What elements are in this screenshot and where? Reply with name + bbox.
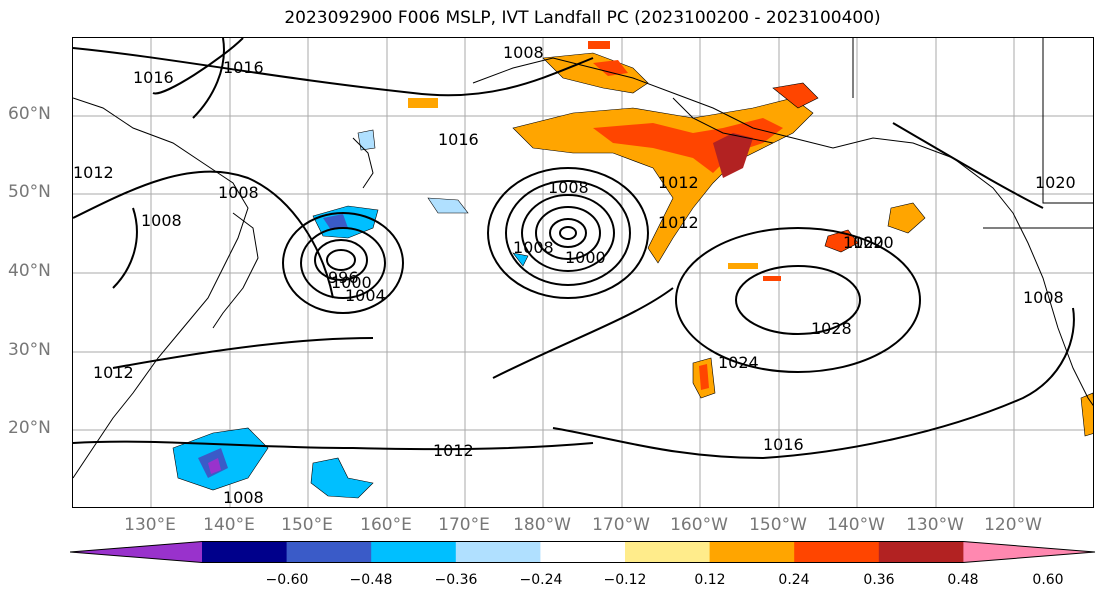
contour-label: 1000 (565, 248, 606, 267)
lon-label-130w: 130°W (906, 515, 964, 535)
colorbar-tick: −0.12 (603, 572, 647, 588)
contour-label: 1024 (718, 353, 759, 372)
contour-label: 1008 (218, 183, 259, 202)
lat-label-30n: 30°N (8, 340, 51, 360)
contour-label: 1028 (811, 319, 852, 338)
contour-label: 1012 (658, 213, 699, 232)
contour-label: 1008 (503, 43, 544, 62)
colorbar-swatch (878, 541, 964, 563)
contour-label: 1008 (223, 488, 264, 507)
colorbar-swatch (794, 541, 880, 563)
coastlines (73, 38, 1093, 479)
lon-label-130e: 130°E (124, 515, 176, 535)
colorbar-swatch (70, 541, 202, 563)
contour-label: 1008 (1023, 288, 1064, 307)
contour-label: 1012 (73, 163, 114, 182)
colorbar-tick: 0.24 (778, 572, 810, 588)
contour-label: 996 (328, 268, 359, 287)
colorbar-tick: 0.12 (694, 572, 726, 588)
colorbar-swatch (371, 541, 457, 563)
lon-label-160e: 160°E (360, 515, 412, 535)
contour-label: 1020 (853, 233, 894, 252)
contour-label: 1020 (1035, 173, 1076, 192)
colorbar-tick: −0.48 (349, 572, 393, 588)
contour-label: 1020 (843, 233, 884, 252)
contour-label: 1016 (763, 435, 804, 454)
map-title: 2023092900 F006 MSLP, IVT Landfall PC (2… (284, 8, 881, 28)
colorbar-tick: −0.24 (519, 572, 563, 588)
lat-label-50n: 50°N (8, 182, 51, 202)
contour-labels: 1008 1016 1020 1016 1012 1008 1008 1016 … (73, 43, 1076, 507)
contour-label: 1016 (133, 68, 174, 87)
colorbar-tick: 0.60 (1032, 572, 1064, 588)
lat-label-60n: 60°N (8, 104, 51, 124)
colorbar (70, 541, 1096, 563)
contour-label: 1016 (438, 130, 479, 149)
lon-label-140w: 140°W (827, 515, 885, 535)
lon-label-150w: 150°W (749, 515, 807, 535)
lon-label-170w: 170°W (592, 515, 650, 535)
colorbar-tick: 0.48 (947, 572, 979, 588)
contour-label: 1004 (345, 286, 386, 305)
contour-label: 1008 (513, 238, 554, 257)
colorbar-swatch (540, 541, 626, 563)
colorbar-swatch (202, 541, 288, 563)
lat-label-40n: 40°N (8, 261, 51, 281)
colorbar-swatch (963, 541, 1095, 563)
colorbar-swatch (709, 541, 795, 563)
colorbar-tick: 0.36 (863, 572, 895, 588)
colorbar-tick: −0.60 (265, 572, 309, 588)
colorbar-swatch (455, 541, 541, 563)
map-svg: 1008 1016 1020 1016 1012 1008 1008 1016 … (73, 38, 1093, 507)
ivt-positive-shading (408, 41, 1093, 437)
lon-label-150e: 150°E (281, 515, 333, 535)
contour-label: 1012 (658, 173, 699, 192)
colorbar-swatches (70, 541, 1095, 563)
contour-label: 1016 (223, 58, 264, 77)
lon-label-160w: 160°W (670, 515, 728, 535)
mslp-isobars (73, 38, 1075, 460)
lon-label-180w: 180°W (513, 515, 571, 535)
lon-label-120w: 120°W (984, 515, 1042, 535)
lon-label-140e: 140°E (203, 515, 255, 535)
contour-label: 1012 (93, 363, 134, 382)
map-panel: 1008 1016 1020 1016 1012 1008 1008 1016 … (72, 37, 1094, 508)
colorbar-tick: −0.36 (434, 572, 478, 588)
contour-label: 1000 (331, 273, 372, 292)
colorbar-swatch (286, 541, 372, 563)
colorbar-swatch (625, 541, 711, 563)
contour-label: 1008 (141, 211, 182, 230)
contour-label: 1008 (548, 178, 589, 197)
lon-label-170e: 170°E (438, 515, 490, 535)
lat-label-20n: 20°N (8, 418, 51, 438)
contour-label: 1012 (433, 441, 474, 460)
